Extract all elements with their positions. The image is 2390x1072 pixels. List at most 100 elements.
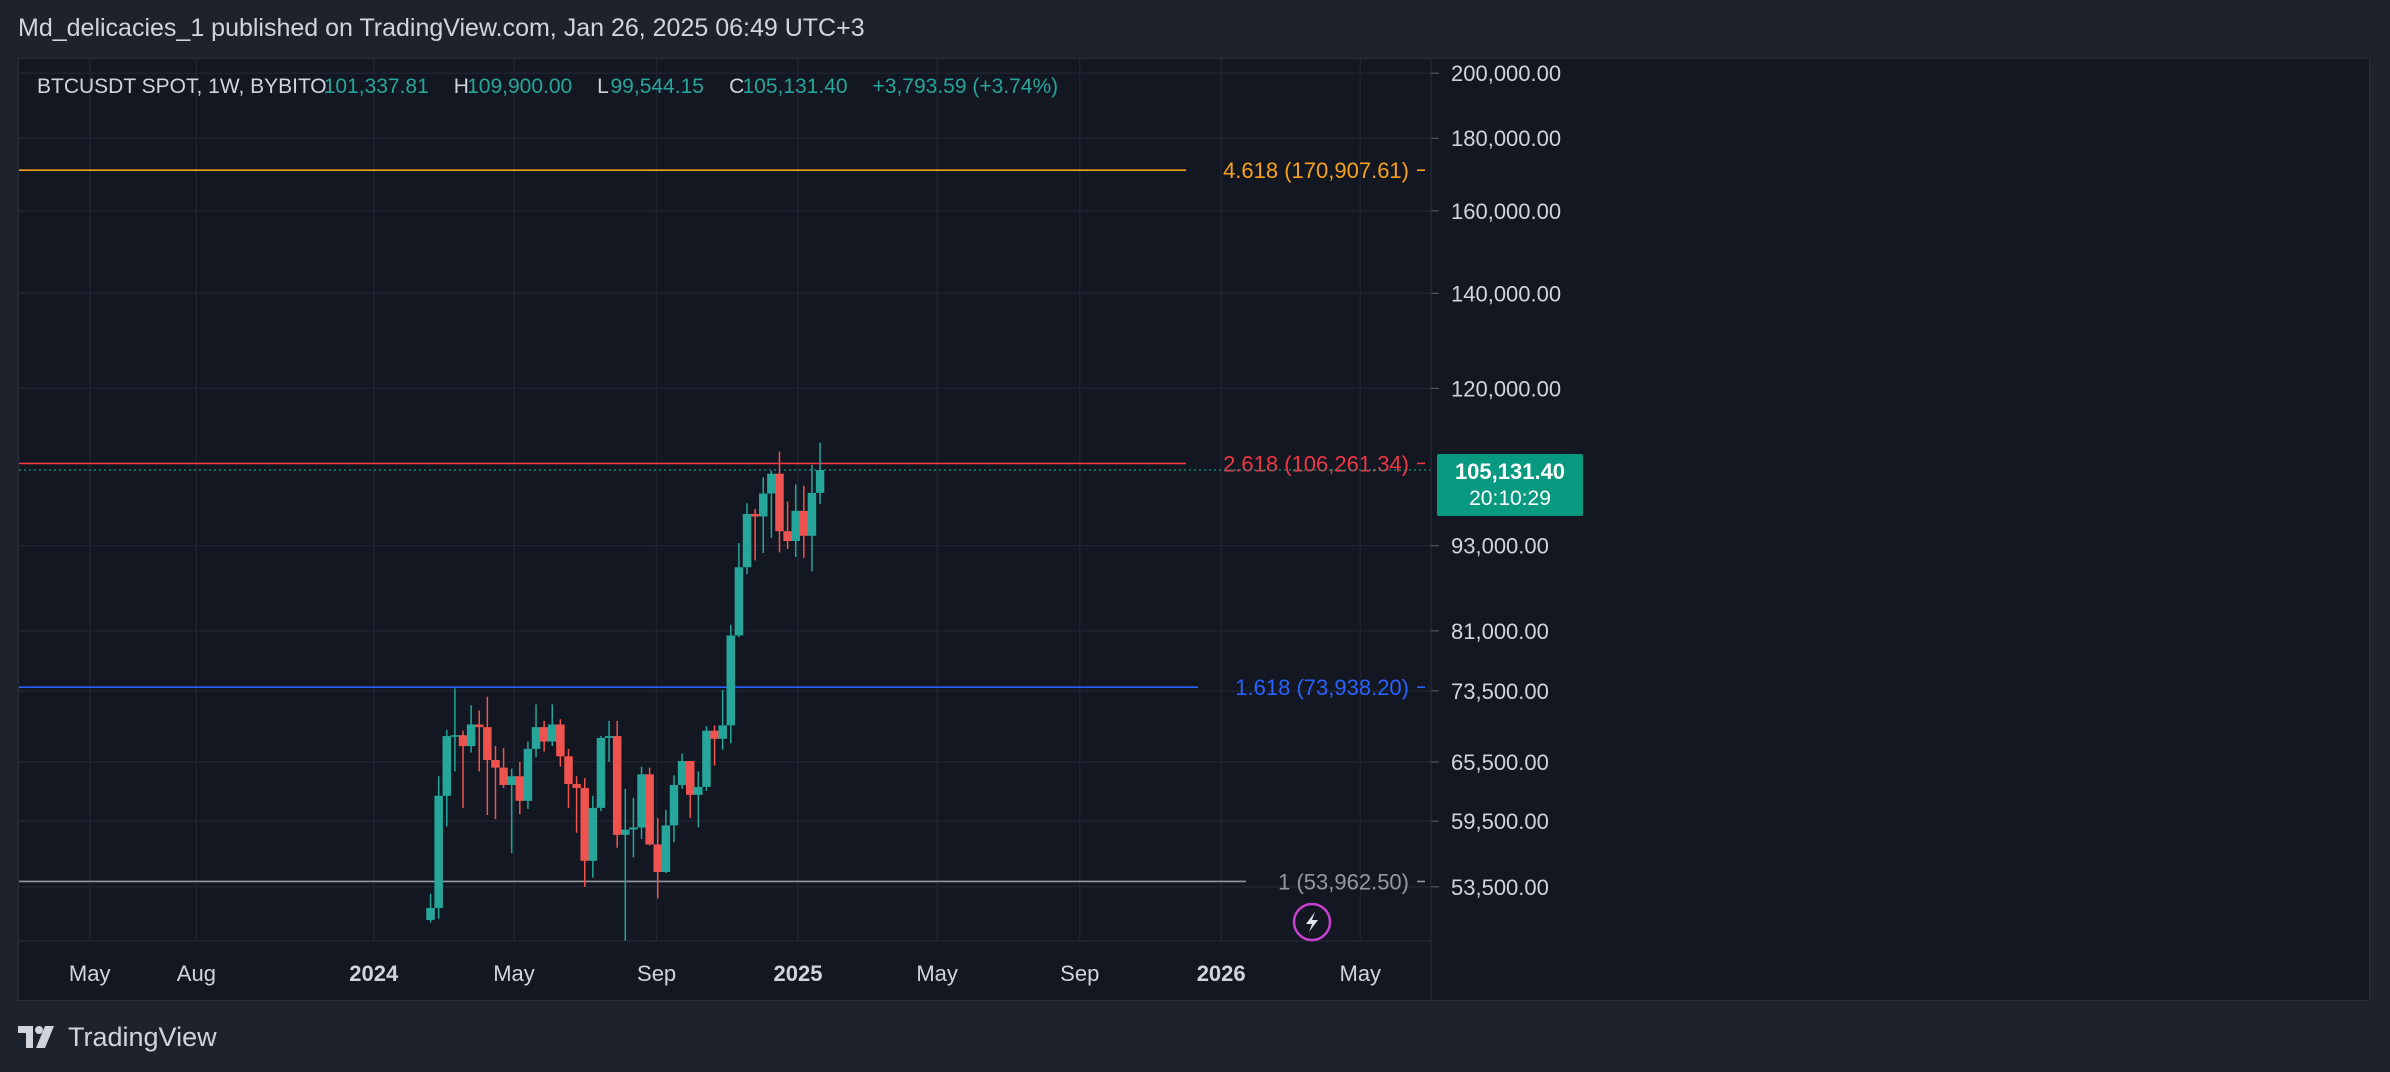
candle-body [815,470,825,493]
x-tick-label: 2024 [349,961,399,986]
axis-layer: 200,000.00 180,000.00 160,000.00 140,000.00… [19,59,1583,1000]
bar-countdown: 20:10:29 [1469,487,1551,510]
candle-body [596,737,606,808]
candle-body [523,748,533,801]
x-tick-label: May [916,961,958,986]
ohlc-close-label: C [729,75,744,98]
chart-frame[interactable]: 4.618 (170,907.61) 2.618 (106,261.34) 1.61… [18,58,2370,1001]
candle-body [474,724,484,728]
candle-body [742,513,752,568]
candle-body [767,473,776,494]
tradingview-logo-icon [18,1026,54,1048]
x-tick-label: May [69,961,111,986]
candle-body [531,727,541,749]
candle-body [807,492,817,536]
candle-body [669,784,679,826]
candle-body [661,825,671,872]
candle-body [750,513,760,517]
candle-body [677,760,687,785]
x-tick-label: Sep [1060,961,1099,986]
event-flash-icon[interactable] [1292,902,1332,942]
candle-body [507,776,516,785]
candle-body [775,473,784,532]
candle-body [783,531,792,542]
fib-level-label: 2.618 (106,261.34) [1223,451,1409,476]
candle-body [726,635,736,726]
y-tick-label: 81,000.00 [1451,619,1549,644]
grid-layer [19,59,2369,1000]
ohlc-high-value: 109,900.00 [467,75,572,98]
candle-body [718,725,727,739]
candle-body [702,730,711,787]
fib-level-label: 4.618 (170,907.61) [1223,158,1409,183]
candle-body [491,760,500,768]
candle-body [434,795,443,908]
candle-body [572,783,581,788]
candle-body [450,735,460,737]
event-flash-bolt [1306,912,1318,932]
tradingview-logo[interactable]: TradingView [18,1020,217,1054]
plot-background [19,59,2369,1000]
candle-body [458,735,468,747]
candle-body [564,756,573,784]
candles-layer [426,442,825,941]
ohlc-low-value: 99,544.15 [611,75,704,98]
ohlc-high-label: H [454,75,469,98]
fib-level-label: 1.618 (73,938.20) [1235,675,1409,700]
y-tick-label: 73,500.00 [1451,679,1549,704]
x-tick-label: May [493,961,535,986]
x-tick-label: 2025 [774,961,823,986]
tradingview-brand: TradingView [68,1021,217,1052]
x-tick-label: 2026 [1197,961,1246,986]
candle-body [694,786,703,795]
candle-body [515,776,525,801]
candle-body [621,829,630,835]
last-price-tag [1437,454,1583,517]
y-tick-label: 180,000.00 [1451,126,1561,151]
candle-body [604,736,614,738]
x-tick-label: Aug [177,961,216,986]
fib-levels-layer: 4.618 (170,907.61) 2.618 (106,261.34) 1.61… [19,158,1431,894]
ohlc-open-value: 101,337.81 [324,75,429,98]
candle-body [637,774,646,828]
publish-caption: Md_delicacies_1 published on TradingView… [18,14,865,42]
ohlc-open-label: O [310,75,326,98]
event-flash-ring [1292,902,1332,942]
candle-body [556,724,565,757]
candle-body [645,774,654,845]
x-tick-label: May [1340,961,1382,986]
ohlc-change-value: +3,793.59 (+3.74%) [873,75,1059,98]
symbol-label[interactable]: BTCUSDT SPOT, 1W, BYBIT [37,75,311,98]
candle-body [539,727,549,742]
candle-body [734,567,744,636]
publish-header: Md_delicacies_1 published on TradingView… [0,0,2390,58]
y-tick-label: 65,500.00 [1451,750,1549,775]
x-tick-label: Sep [637,961,676,986]
ohlc-low-label: L [597,75,609,98]
y-tick-label: 140,000.00 [1451,281,1561,306]
ohlc-close-value: 105,131.40 [743,75,848,98]
candle-body [426,907,435,920]
y-tick-label: 120,000.00 [1451,376,1561,401]
candle-body [629,827,638,830]
candle-body [653,844,663,872]
candle-body [791,510,800,542]
candle-body [548,724,557,742]
candle-body [588,807,598,861]
candle-body [799,510,809,536]
candle-body [442,736,452,796]
candle-body [759,493,768,517]
last-price-value: 105,131.40 [1455,459,1565,484]
candle-body [483,727,492,761]
y-tick-label: 53,500.00 [1451,875,1549,900]
fib-level-label: 1 (53,962.50) [1278,869,1409,894]
candle-body [499,767,508,785]
candle-body [580,787,589,861]
y-tick-label: 59,500.00 [1451,809,1549,834]
candle-body [466,724,476,747]
candle-body [710,730,719,739]
candlestick-chart[interactable]: 4.618 (170,907.61) 2.618 (106,261.34) 1.61… [19,59,2369,1000]
candle-body [612,736,622,835]
y-tick-label: 200,000.00 [1451,61,1561,86]
